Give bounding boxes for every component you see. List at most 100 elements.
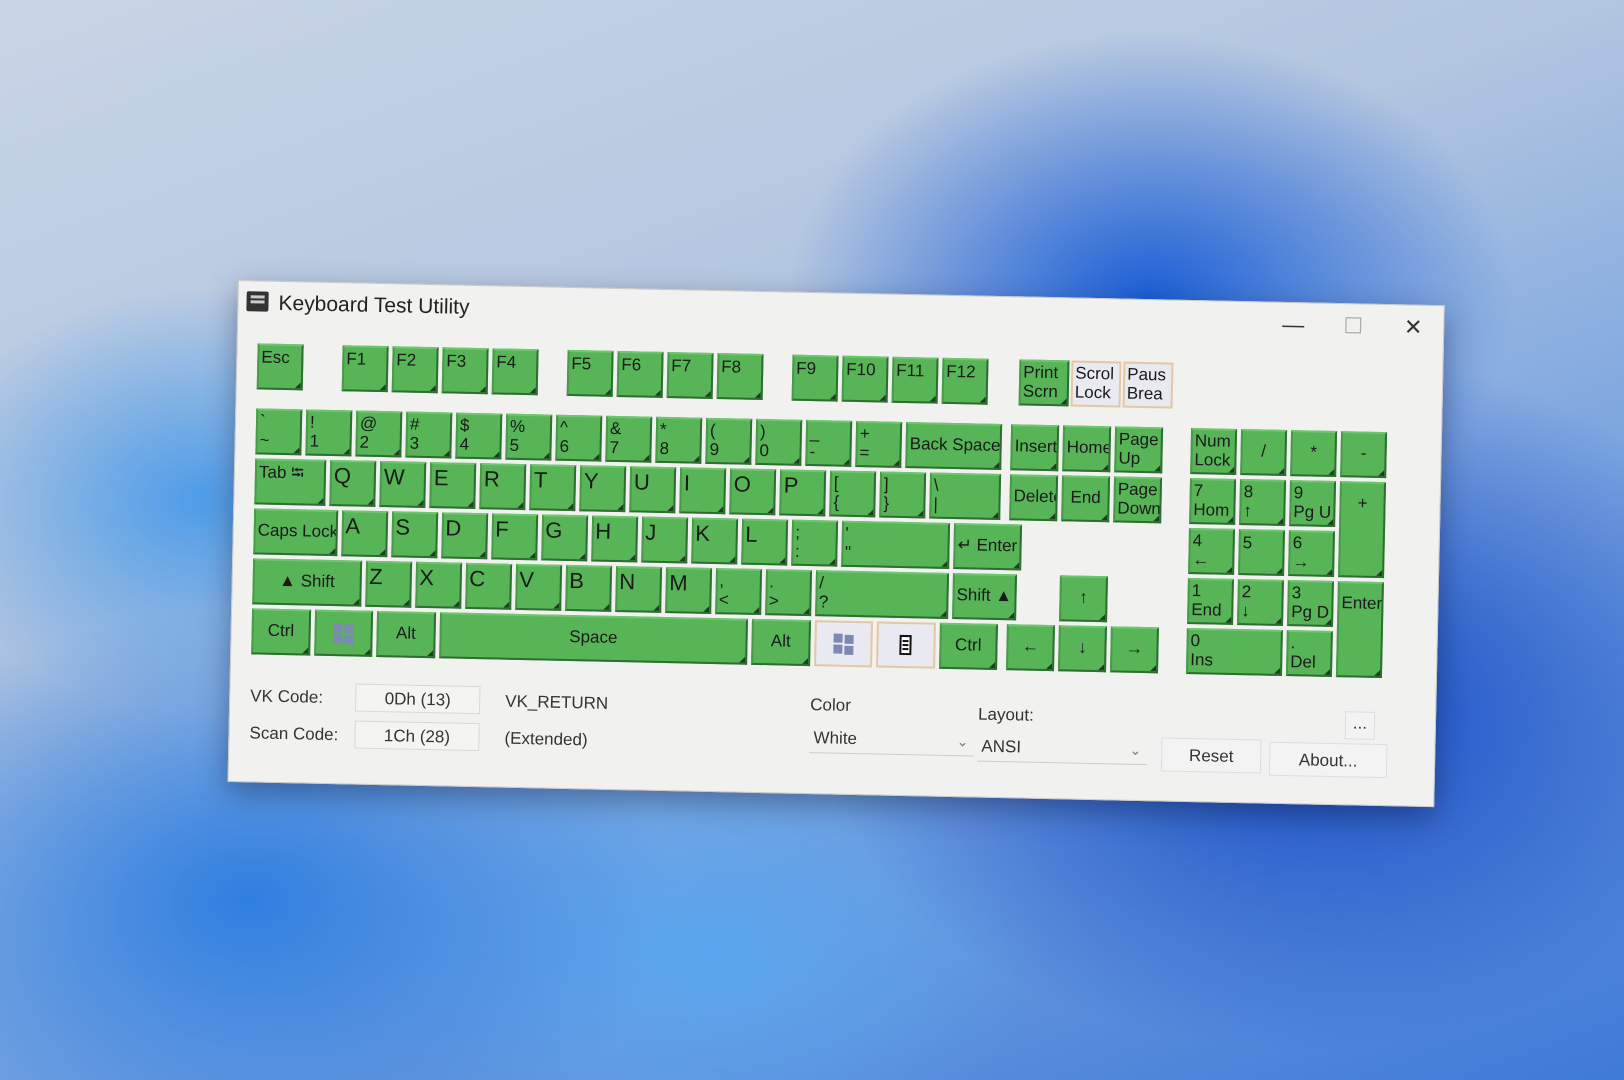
key-insert[interactable]: Insert — [1010, 424, 1060, 472]
key-f2[interactable]: F2 — [391, 346, 439, 394]
key-ctrl[interactable]: Ctrl — [251, 608, 311, 656]
key-u[interactable]: U — [629, 466, 677, 514]
key-z[interactable]: Z — [364, 560, 412, 608]
title-bar[interactable]: Keyboard Test Utility — ☐ ✕ — [238, 281, 1444, 350]
key-t[interactable]: T — [529, 464, 577, 512]
key-page-up[interactable]: Page Up — [1114, 426, 1164, 474]
close-button[interactable]: ✕ — [1403, 314, 1423, 340]
key-symbol[interactable]: . > — [764, 569, 812, 617]
key-q[interactable]: Q — [329, 459, 377, 507]
key-s[interactable]: S — [390, 511, 438, 559]
more-button[interactable]: ... — [1344, 711, 1376, 740]
key-g[interactable]: G — [540, 514, 588, 562]
key-k[interactable]: K — [690, 517, 738, 565]
key-j[interactable]: J — [640, 516, 688, 564]
key-p[interactable]: P — [779, 469, 827, 517]
key-7-hom[interactable]: 7 Hom — [1189, 477, 1237, 525]
key-f6[interactable]: F6 — [616, 350, 664, 398]
key-end[interactable]: End — [1061, 475, 1111, 523]
key-4[interactable]: 4 ← — [1188, 527, 1236, 575]
key-n[interactable]: N — [614, 565, 662, 613]
key-c[interactable]: C — [464, 562, 512, 610]
key-symbol[interactable]: ' " — [840, 520, 951, 569]
key-symbol[interactable]: ↑ — [1059, 575, 1108, 623]
key-page-down[interactable]: Page Down — [1113, 476, 1163, 524]
key-windows-logo[interactable] — [313, 609, 374, 657]
key-f7[interactable]: F7 — [666, 352, 714, 399]
key-r[interactable]: R — [479, 463, 527, 511]
key-1-end[interactable]: 1 End — [1187, 577, 1234, 625]
key-esc[interactable]: Esc — [256, 343, 304, 391]
maximize-button[interactable]: ☐ — [1343, 313, 1364, 339]
key-windows-logo[interactable] — [813, 620, 873, 668]
color-select[interactable]: White ⌄ — [809, 723, 975, 757]
key-d[interactable]: D — [440, 512, 488, 560]
key-caps-lock[interactable]: Caps Lock — [253, 508, 338, 557]
key-symbol[interactable]: /? — [814, 570, 950, 619]
key-5[interactable]: 5 — [1238, 529, 1285, 576]
key-7[interactable]: & 7 — [605, 415, 653, 463]
key-symbol[interactable]: ;: — [790, 519, 838, 567]
key-symbol[interactable]: / — [1240, 429, 1288, 476]
key-v[interactable]: V — [514, 563, 562, 611]
key-symbol[interactable]: ` ~ — [255, 408, 303, 456]
key-alt[interactable]: Alt — [751, 618, 811, 667]
key-scrol-lock[interactable]: Scrol Lock — [1070, 360, 1122, 408]
key-back-space[interactable]: Back Space — [905, 422, 1003, 471]
key-symbol[interactable]: + = — [855, 420, 903, 468]
minimize-button[interactable]: — — [1282, 311, 1305, 338]
key-ctrl[interactable]: Ctrl — [938, 622, 998, 670]
key-symbol[interactable]: + — [1338, 481, 1387, 579]
key-delete[interactable]: Delete — [1009, 474, 1059, 522]
key-alt[interactable]: Alt — [376, 610, 436, 659]
key-f9[interactable]: F9 — [791, 354, 839, 402]
key-m[interactable]: M — [664, 567, 712, 614]
key-symbol[interactable]: ↓ — [1057, 625, 1107, 673]
key-x[interactable]: X — [414, 561, 462, 609]
key-shift[interactable]: Shift ▲ — [952, 573, 1017, 621]
about-button[interactable]: About... — [1268, 741, 1388, 779]
key-0-ins[interactable]: 0 Ins — [1185, 627, 1283, 676]
key-f4[interactable]: F4 — [491, 348, 539, 396]
key-i[interactable]: I — [679, 467, 727, 515]
key-tab[interactable]: Tab ⭾ — [254, 458, 327, 506]
key-h[interactable]: H — [590, 515, 638, 563]
key-context-menu[interactable] — [876, 621, 936, 669]
key-symbol[interactable]: ]} — [879, 471, 927, 519]
key-6[interactable]: 6 → — [1288, 530, 1335, 578]
key-3[interactable]: #3 — [405, 411, 453, 459]
key-0[interactable]: ) 0 — [755, 418, 803, 466]
key-8[interactable]: * 8 — [655, 416, 703, 464]
key-symbol[interactable]: - — [1340, 431, 1388, 479]
key-space[interactable]: Space — [438, 612, 749, 665]
key-9-pg-u[interactable]: 9 Pg U — [1289, 480, 1337, 528]
reset-button[interactable]: Reset — [1160, 737, 1262, 774]
key-symbol[interactable]: ← — [1005, 624, 1055, 672]
key-o[interactable]: O — [729, 468, 777, 516]
key-f10[interactable]: F10 — [841, 355, 889, 403]
key-y[interactable]: Y — [579, 465, 627, 513]
key-f5[interactable]: F5 — [566, 349, 614, 397]
key-home[interactable]: Home — [1062, 425, 1112, 473]
key-2[interactable]: @2 — [355, 410, 403, 458]
key-print-scrn[interactable]: Print Scrn — [1018, 359, 1070, 407]
key-f1[interactable]: F1 — [341, 345, 389, 393]
key-f8[interactable]: F8 — [716, 353, 764, 401]
key-f3[interactable]: F3 — [441, 347, 489, 395]
key-symbol[interactable]: * — [1290, 430, 1338, 478]
key-1[interactable]: ! 1 — [305, 409, 353, 457]
key-symbol[interactable]: \ | — [929, 472, 1002, 521]
key-l[interactable]: L — [740, 518, 788, 566]
key-f11[interactable]: F11 — [891, 356, 939, 404]
key-f[interactable]: F — [490, 513, 538, 561]
key-4[interactable]: $4 — [455, 412, 503, 460]
key-symbol[interactable]: [{ — [829, 470, 877, 518]
key-a[interactable]: A — [340, 510, 388, 558]
key-w[interactable]: W — [379, 461, 427, 508]
key-enter[interactable]: Enter — [1335, 581, 1384, 679]
key-num-lock[interactable]: Num Lock — [1190, 427, 1238, 475]
key-3-pg-d[interactable]: 3 Pg D — [1286, 580, 1334, 628]
key-b[interactable]: B — [564, 564, 612, 612]
key-symbol[interactable]: _ - — [805, 419, 853, 467]
key-2[interactable]: 2 ↓ — [1236, 579, 1284, 626]
